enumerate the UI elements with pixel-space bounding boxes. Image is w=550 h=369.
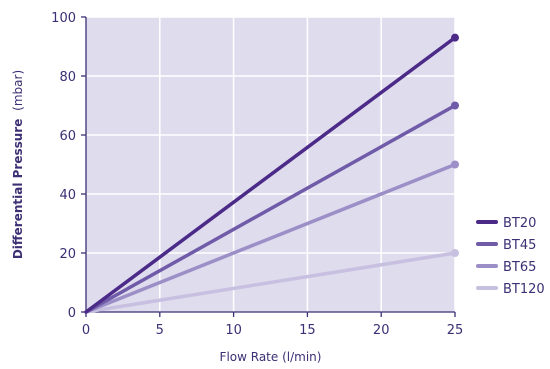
x-tick-label-15: 15 — [299, 323, 316, 338]
legend-label-bt45: BT45 — [503, 238, 536, 253]
x-tick-label-0: 0 — [82, 323, 90, 338]
legend-label-bt65: BT65 — [503, 260, 536, 275]
series-lines — [84, 33, 459, 314]
axes: 0 20 40 60 80 100 0 5 10 15 20 25 — [51, 11, 463, 338]
y-axis-title-unit: (mbar) — [11, 70, 25, 111]
legend: BT20 BT45 BT65 BT120 — [476, 216, 545, 297]
y-tick-label-60: 60 — [59, 129, 76, 144]
legend-label-bt20: BT20 — [503, 216, 536, 231]
series-point-bt65-1 — [451, 160, 459, 169]
y-axis-title-main: Differential Pressure — [11, 119, 25, 260]
y-tick-label-40: 40 — [59, 188, 76, 203]
y-tick-label-20: 20 — [59, 247, 76, 262]
series-point-bt20-1 — [451, 33, 459, 42]
y-tick-label-0: 0 — [68, 306, 76, 321]
series-point-bt45-1 — [451, 101, 459, 110]
x-tick-label-20: 20 — [373, 323, 390, 338]
y-tick-label-100: 100 — [51, 11, 76, 26]
x-axis-title: Flow Rate (l/min) — [220, 350, 322, 364]
series-line-bt20 — [84, 35, 457, 314]
series-line-bt120 — [84, 251, 457, 314]
y-axis-title: Differential Pressure (mbar) — [11, 70, 25, 259]
y-tick-label-80: 80 — [59, 70, 76, 85]
series-line-bt45 — [84, 103, 457, 314]
x-tick-label-10: 10 — [225, 323, 242, 338]
legend-label-bt120: BT120 — [503, 282, 545, 297]
x-tick-label-5: 5 — [156, 323, 164, 338]
series-point-bt120-1 — [451, 249, 459, 257]
x-tick-label-25: 25 — [447, 323, 464, 338]
plot-area — [86, 17, 455, 312]
series-line-bt65 — [84, 162, 457, 314]
